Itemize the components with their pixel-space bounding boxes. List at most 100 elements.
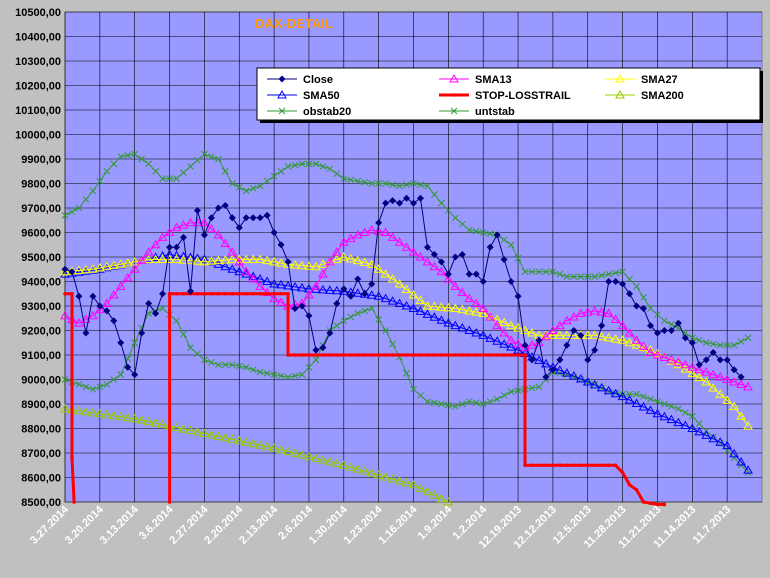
untstab-point	[479, 400, 487, 408]
obstab20-point	[451, 214, 459, 222]
untstab-point	[535, 383, 543, 391]
obstab20-point	[368, 180, 376, 187]
close-point	[695, 361, 703, 369]
legend-close-point	[278, 75, 286, 83]
untstab-point	[61, 376, 69, 383]
sma13-point	[729, 376, 739, 386]
stop-losstrail-point	[585, 463, 590, 468]
sma27-point	[513, 323, 523, 332]
stop-losstrail-point	[272, 291, 276, 296]
sma200-point	[213, 431, 224, 440]
close-point	[117, 339, 125, 347]
stop-losstrail-point	[258, 291, 262, 296]
sma13-point	[680, 359, 691, 369]
close-point	[570, 327, 578, 334]
series-obstab20	[61, 150, 752, 349]
sma200-point	[94, 408, 105, 418]
untstab-point	[263, 370, 271, 377]
sma50-point	[499, 339, 509, 348]
sma27-point	[729, 401, 739, 410]
stop-losstrail-point	[348, 353, 353, 357]
legend-label: SMA13	[475, 74, 512, 86]
obstab20-point	[431, 191, 438, 198]
y-tick-label: 9300,00	[21, 301, 61, 313]
sma200-point	[129, 413, 140, 423]
untstab-point	[235, 362, 243, 370]
obstab20-point	[291, 161, 299, 169]
untstab-point	[647, 395, 654, 403]
untstab-point	[389, 340, 396, 348]
sma13-point	[88, 310, 98, 320]
sma50-point	[450, 320, 461, 330]
close-point	[221, 202, 229, 210]
stop-losstrail-point	[279, 291, 283, 296]
sma200-point	[115, 411, 126, 421]
sma200-point	[338, 460, 349, 469]
sma200-point	[81, 406, 91, 416]
sma50-point	[589, 379, 600, 389]
sma200-point	[227, 434, 238, 443]
obstab20-point	[424, 182, 431, 190]
obstab20-point	[570, 273, 578, 280]
untstab-point	[131, 339, 139, 347]
sma27-point	[74, 265, 84, 274]
close-point	[444, 270, 452, 278]
sma200-point	[276, 444, 286, 454]
legend-label: untstab	[475, 106, 515, 118]
stop-losstrail-point	[537, 463, 541, 468]
sma50-point	[429, 312, 440, 321]
sma50-point	[555, 365, 565, 374]
close-point	[228, 214, 236, 222]
stop-losstrail-point	[174, 291, 179, 296]
sma13-point	[255, 281, 266, 290]
sma50-point	[687, 423, 698, 432]
series-layer	[60, 150, 753, 507]
sma13-point	[401, 242, 412, 251]
sma27-point	[680, 364, 691, 373]
obstab20-point	[110, 160, 118, 168]
sma13-point	[345, 233, 356, 243]
untstab-point	[242, 363, 250, 371]
sma27-point	[227, 254, 238, 263]
stop-losstrail-point	[453, 353, 458, 357]
obstab20-point	[472, 227, 480, 235]
stop-losstrail-point	[362, 353, 367, 357]
close-point	[375, 219, 383, 227]
obstab20-point	[319, 162, 327, 170]
close-point	[702, 356, 710, 364]
sma13-point	[352, 229, 363, 239]
obstab20-point	[647, 305, 654, 312]
stop-losstrail-point	[509, 353, 513, 357]
sma27-point	[143, 254, 154, 263]
sma200-point	[171, 422, 182, 432]
sma50-point	[715, 437, 726, 446]
stop-losstrail-point	[523, 463, 527, 468]
obstab20-point	[403, 181, 410, 189]
sma50-point	[415, 306, 426, 315]
obstab20-point	[458, 220, 466, 228]
sma27-point	[422, 300, 433, 310]
sma200-point	[352, 464, 363, 473]
sma200-point	[311, 453, 321, 462]
obstab20-point	[124, 151, 132, 159]
sma50-point	[631, 398, 642, 408]
untstab-point	[640, 393, 647, 401]
untstab-point	[305, 363, 313, 371]
untstab-point	[201, 356, 208, 364]
sma200-point	[443, 496, 454, 506]
sma27-point	[192, 256, 203, 265]
close-point	[403, 194, 411, 202]
untstab-point	[291, 372, 299, 380]
stop-losstrail-point	[467, 353, 472, 357]
obstab20-point	[354, 177, 362, 185]
obstab20-point	[340, 175, 348, 182]
untstab-point	[695, 420, 703, 427]
sma13-point	[359, 227, 370, 236]
sma50-point	[541, 358, 551, 368]
close-point	[507, 278, 515, 285]
sma27-point	[478, 308, 489, 317]
sma50-point	[373, 291, 384, 300]
y-tick-label: 10300,00	[15, 56, 61, 68]
sma50-point	[624, 395, 635, 404]
